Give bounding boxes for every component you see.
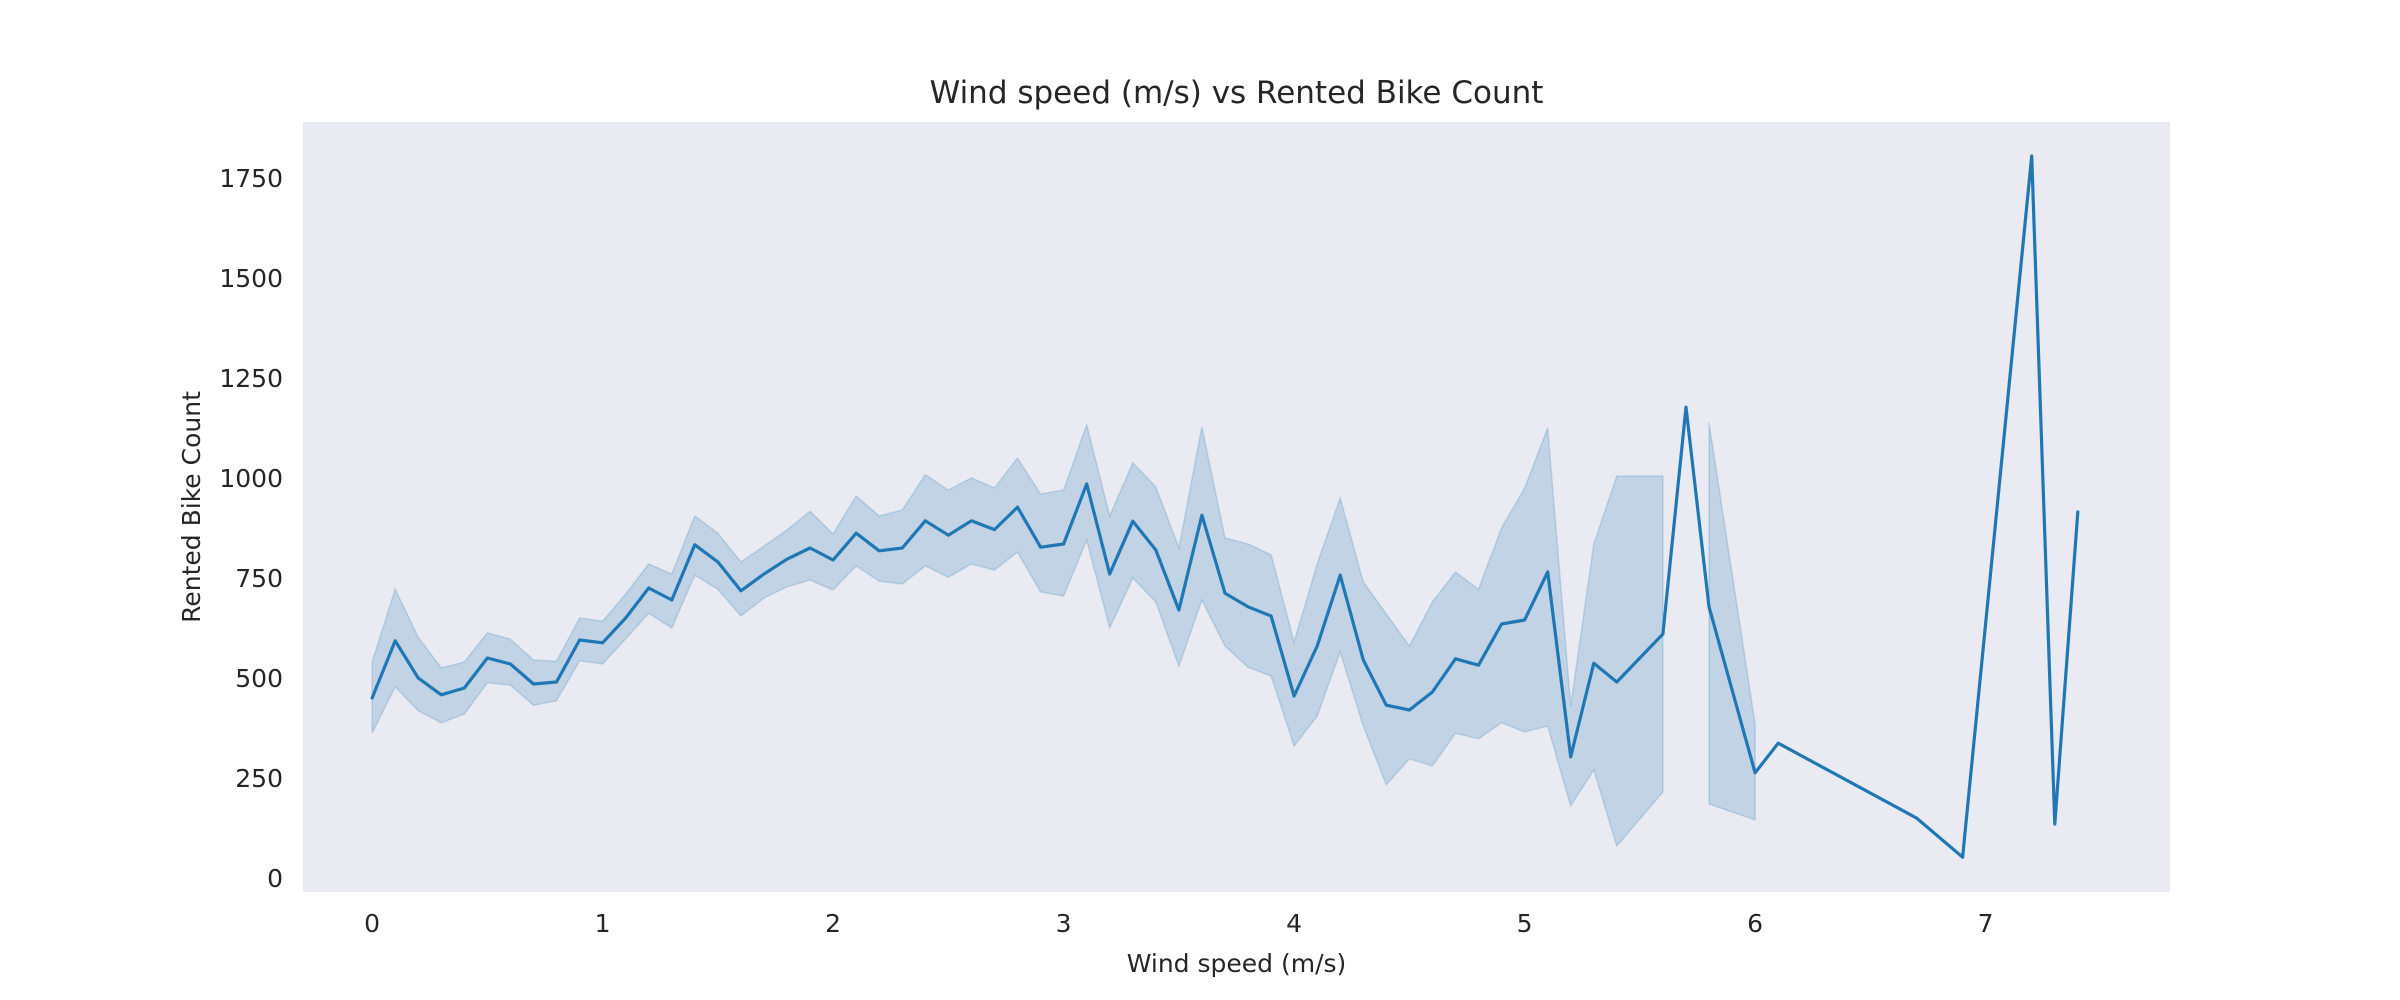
series-line [370,154,2080,859]
y-tick-label: 1500 [219,264,283,293]
x-tick-label: 4 [1286,909,1302,938]
chart-title: Wind speed (m/s) vs Rented Bike Count [930,75,1544,111]
x-axis-label: Wind speed (m/s) [1127,949,1347,978]
y-tick-label: 1000 [219,464,283,493]
x-tick-labels: 0 1 2 3 4 5 6 7 [364,909,1993,938]
y-tick-label: 750 [235,564,283,593]
y-tick-label: 1750 [219,164,283,193]
confidence-band-segment [371,422,1664,848]
x-tick-label: 6 [1747,909,1763,938]
plot-area [303,122,2170,892]
y-tick-label: 1250 [219,364,283,393]
series-line-layer [370,154,2080,859]
x-tick-label: 1 [595,909,611,938]
y-tick-label: 250 [235,764,283,793]
y-tick-labels: 0 250 500 750 1000 1250 1500 1750 [219,164,283,893]
x-tick-label: 0 [364,909,380,938]
y-tick-label: 0 [267,864,283,893]
x-tick-label: 7 [1978,909,1994,938]
x-tick-label: 5 [1517,909,1533,938]
y-tick-label: 500 [235,664,283,693]
x-tick-label: 2 [825,909,841,938]
confidence-band-segment [1708,422,1756,822]
x-tick-label: 3 [1056,909,1072,938]
y-axis-label: Rented Bike Count [177,391,206,623]
confidence-band-layer [371,422,1756,848]
